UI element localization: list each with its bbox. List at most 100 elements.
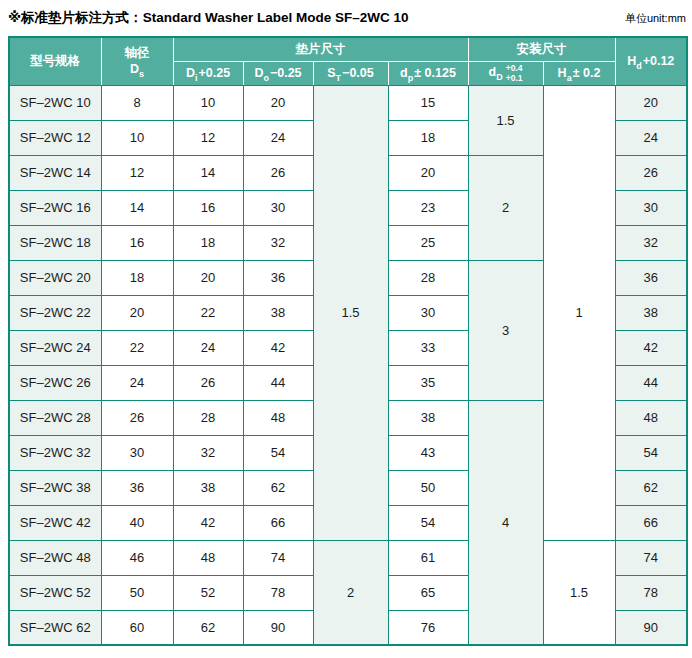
cell-ds: 40 [101, 505, 173, 540]
cell-model: SF–2WC 10 [9, 85, 101, 120]
cell-dp: 50 [388, 470, 468, 505]
cell-hd: 54 [615, 435, 687, 470]
cell-hd: 78 [615, 575, 687, 610]
cell-ds: 16 [101, 225, 173, 260]
cell-dp: 35 [388, 365, 468, 400]
cell-dp: 65 [388, 575, 468, 610]
cell-dp: 23 [388, 190, 468, 225]
header-col-ha: Ha± 0.2 [543, 61, 615, 85]
cell-model: SF–2WC 20 [9, 260, 101, 295]
header-col-do: Do−0.25 [243, 61, 313, 85]
header-col-dp-sub: p [408, 73, 414, 83]
cell-di: 10 [173, 85, 243, 120]
cell-ds: 26 [101, 400, 173, 435]
header-shaft-symbol: Ds [102, 61, 173, 77]
header-col-st-sub: T [336, 73, 342, 83]
header-row-groups: 型号规格轴径Ds垫片尺寸安装尺寸Hd+0.12 [9, 37, 687, 61]
cell-dp: 28 [388, 260, 468, 295]
catalog-page: ※标准垫片标注方式：Standard Washer Label Mode SF–… [0, 0, 692, 646]
header-col-di-tol: +0.25 [198, 66, 230, 80]
table-row: SF–2WC 484648742611.574 [9, 540, 687, 575]
cell-ds: 22 [101, 330, 173, 365]
page-title-zh: ※标准垫片标注方式： [8, 10, 143, 25]
cell-hd: 32 [615, 225, 687, 260]
cell-do: 20 [243, 85, 313, 120]
cell-do: 32 [243, 225, 313, 260]
cell-do: 38 [243, 295, 313, 330]
cell-do: 36 [243, 260, 313, 295]
header-col-st-tol: −0.05 [342, 66, 374, 80]
cell-do: 54 [243, 435, 313, 470]
cell-ha-merged: 1.5 [543, 540, 615, 645]
cell-model: SF–2WC 38 [9, 470, 101, 505]
header-col-ha-sym: H [558, 66, 567, 80]
cell-ds: 14 [101, 190, 173, 225]
cell-di: 28 [173, 400, 243, 435]
tolerance-upper: +0.4 [506, 63, 523, 73]
cell-st-merged: 1.5 [313, 85, 388, 540]
cell-model: SF–2WC 42 [9, 505, 101, 540]
cell-dd-merged: 2 [468, 155, 543, 260]
cell-hd: 30 [615, 190, 687, 225]
cell-model: SF–2WC 32 [9, 435, 101, 470]
unit-label: 单位unit:mm [625, 11, 686, 26]
cell-di: 14 [173, 155, 243, 190]
cell-di: 38 [173, 470, 243, 505]
cell-hd: 44 [615, 365, 687, 400]
cell-do: 48 [243, 400, 313, 435]
cell-ds: 46 [101, 540, 173, 575]
cell-do: 30 [243, 190, 313, 225]
header-col-do-tol: −0.25 [270, 66, 302, 80]
cell-ds: 20 [101, 295, 173, 330]
header-col-dp: dp± 0.125 [388, 61, 468, 85]
cell-model: SF–2WC 28 [9, 400, 101, 435]
cell-ds: 60 [101, 610, 173, 645]
header-shaft-sym: D [130, 62, 139, 76]
tolerance-lower: +0.1 [506, 73, 523, 83]
cell-di: 12 [173, 120, 243, 155]
cell-ds: 18 [101, 260, 173, 295]
header-col-dd-sub: D [496, 72, 503, 82]
header-col-ha-tol: ± 0.2 [573, 66, 601, 80]
cell-dp: 54 [388, 505, 468, 540]
cell-do: 44 [243, 365, 313, 400]
page-title: ※标准垫片标注方式：Standard Washer Label Mode SF–… [8, 9, 408, 27]
cell-model: SF–2WC 48 [9, 540, 101, 575]
header-shaft-zh: 轴径 [102, 45, 173, 61]
header-hd-sym: H [627, 54, 636, 68]
header-group-install: 安装尺寸 [468, 37, 615, 61]
cell-model: SF–2WC 26 [9, 365, 101, 400]
cell-hd: 74 [615, 540, 687, 575]
cell-hd: 62 [615, 470, 687, 505]
cell-hd: 24 [615, 120, 687, 155]
cell-ds: 8 [101, 85, 173, 120]
cell-di: 32 [173, 435, 243, 470]
cell-do: 90 [243, 610, 313, 645]
cell-model: SF–2WC 24 [9, 330, 101, 365]
cell-di: 16 [173, 190, 243, 225]
cell-dp: 61 [388, 540, 468, 575]
header-col-di-sym: D [186, 66, 195, 80]
cell-hd: 66 [615, 505, 687, 540]
page-title-en: Standard Washer Label Mode SF–2WC 10 [143, 10, 409, 25]
cell-di: 52 [173, 575, 243, 610]
header-shaft-sub: s [139, 69, 144, 79]
cell-ha-merged: 1 [543, 85, 615, 540]
cell-dp: 18 [388, 120, 468, 155]
cell-dd-merged: 4 [468, 400, 543, 645]
header-col-dp-sym: d [400, 66, 408, 80]
header-col-st-sym: S [327, 66, 335, 80]
washer-spec-table: 型号规格轴径Ds垫片尺寸安装尺寸Hd+0.12Di+0.25Do−0.25ST−… [8, 36, 688, 646]
cell-st-merged: 2 [313, 540, 388, 645]
cell-model: SF–2WC 52 [9, 575, 101, 610]
cell-do: 66 [243, 505, 313, 540]
cell-di: 20 [173, 260, 243, 295]
cell-hd: 42 [615, 330, 687, 365]
table-row: SF–2WC 10810201.5151.5120 [9, 85, 687, 120]
header-hd-tol: +0.12 [643, 54, 675, 68]
cell-hd: 38 [615, 295, 687, 330]
cell-ds: 24 [101, 365, 173, 400]
cell-hd: 36 [615, 260, 687, 295]
header-group-washer: 垫片尺寸 [173, 37, 468, 61]
cell-hd: 20 [615, 85, 687, 120]
